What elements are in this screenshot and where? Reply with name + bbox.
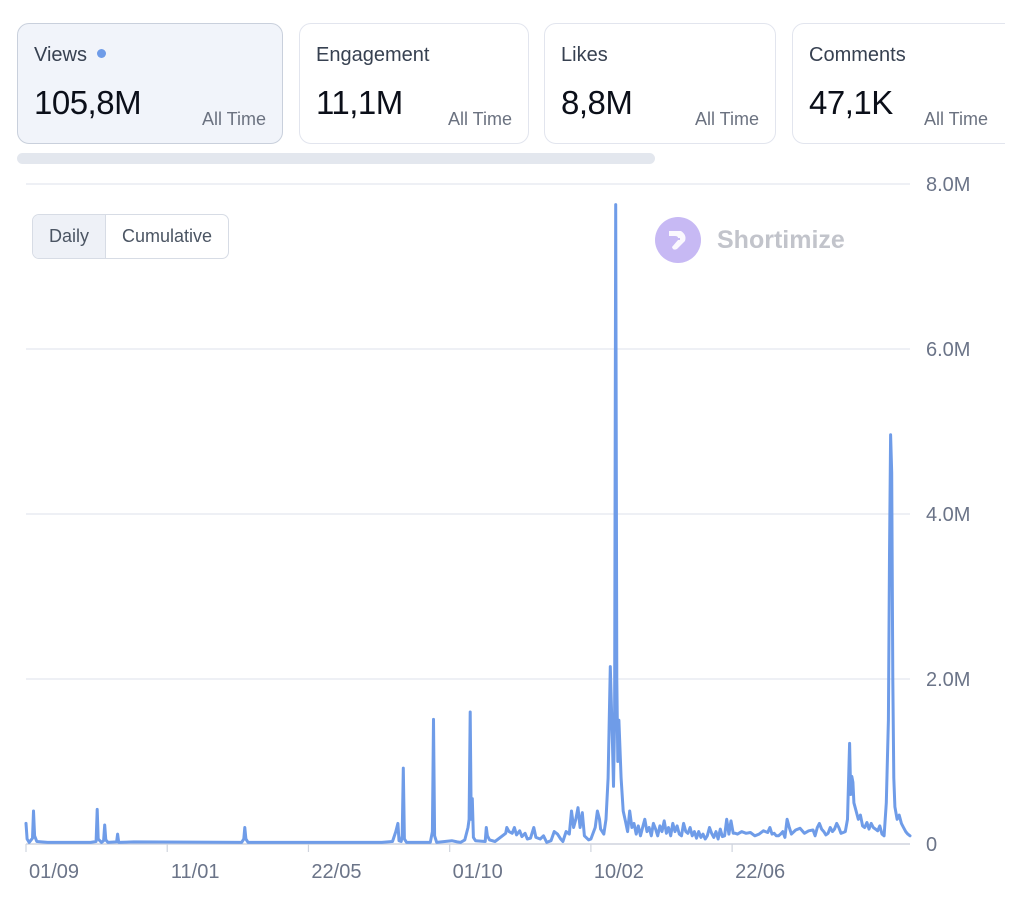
y-axis: 8.0M 6.0M 4.0M 2.0M 0 [926, 174, 970, 856]
view-mode-toggle: Daily Cumulative [32, 214, 230, 259]
views-series-line [24, 203, 912, 844]
comments-label: Comments [809, 44, 906, 66]
views-label: Views [34, 44, 106, 67]
y-tick-label: 0 [926, 834, 937, 856]
watermark: Shortimize [655, 217, 845, 263]
engagement-value: 11,1M [316, 84, 403, 121]
shortimize-logo-icon [655, 217, 701, 263]
cumulative-toggle-button[interactable]: Cumulative [122, 226, 213, 246]
daily-toggle-button[interactable]: Daily [33, 215, 107, 258]
selected-dot-icon [97, 49, 106, 58]
metric-cards: Views 105,8M All Time Engagement 11,1M A… [0, 0, 1005, 150]
y-tick-label: 2.0M [926, 669, 970, 691]
comments-period: All Time [923, 109, 988, 129]
x-tick-label: 11/01 [171, 861, 220, 883]
likes-card[interactable]: Likes 8,8M All Time [544, 23, 776, 144]
views-period: All Time [201, 109, 266, 129]
likes-period: All Time [694, 109, 759, 129]
horizontal-scrollbar[interactable] [17, 153, 655, 164]
x-axis: 01/09 11/01 22/05 01/10 10/02 22/06 [25, 844, 785, 883]
y-tick-label: 4.0M [926, 504, 970, 526]
x-tick-label: 22/06 [735, 861, 785, 883]
x-tick-label: 22/05 [311, 861, 361, 883]
y-tick-label: 8.0M [926, 174, 970, 196]
chart-grid [26, 183, 910, 845]
y-tick-label: 6.0M [926, 339, 970, 361]
likes-label: Likes [561, 44, 608, 66]
watermark-text: Shortimize [717, 225, 845, 254]
x-tick-label: 10/02 [594, 861, 644, 883]
comments-card[interactable]: Comments 47,1K All Time [792, 23, 1005, 144]
engagement-period: All Time [447, 109, 512, 129]
engagement-label: Engagement [316, 44, 430, 66]
likes-value: 8,8M [561, 84, 633, 121]
x-tick-label: 01/10 [453, 861, 503, 883]
x-tick-label: 01/09 [29, 861, 79, 883]
views-card[interactable]: Views 105,8M All Time [17, 23, 283, 144]
engagement-card[interactable]: Engagement 11,1M All Time [299, 23, 529, 144]
views-value: 105,8M [34, 84, 142, 121]
comments-value: 47,1K [809, 84, 893, 121]
